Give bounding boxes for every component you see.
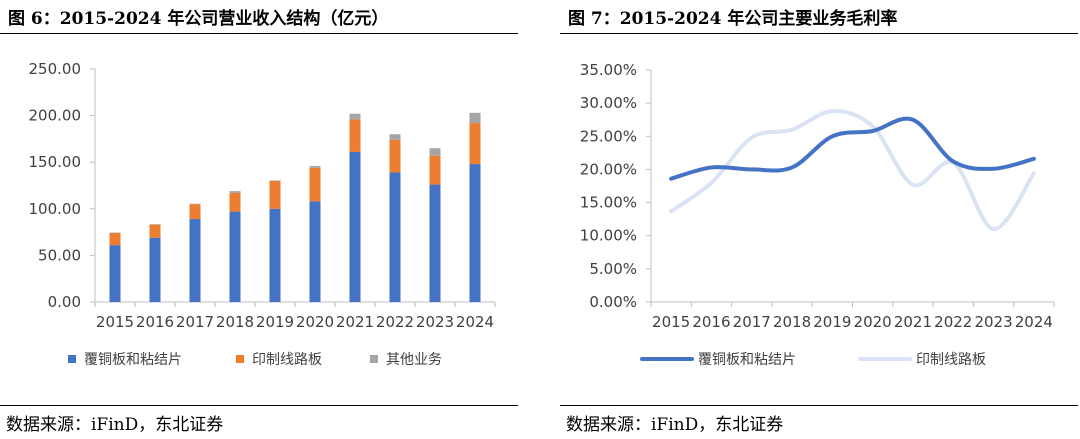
source-rule: [560, 405, 1078, 406]
figure-6-title: 图 6：2015-2024 年公司营业收入结构（亿元）: [8, 9, 389, 29]
x-tick-label: 2015: [96, 313, 134, 331]
x-tick-label: 2021: [336, 313, 374, 331]
y-tick-label: 15.00%: [580, 194, 637, 212]
bar-segment: [429, 148, 441, 156]
bar-segment: [389, 172, 401, 302]
y-tick-label: 250.00: [29, 60, 82, 78]
x-tick-label: 2021: [894, 313, 932, 331]
legend-swatch: [370, 355, 378, 363]
legend-label: 覆铜板和粘结片: [698, 352, 796, 368]
gross-margin-line-chart: 0.00% 5.00% 10.00% 15.00% 20.00% 25.00% 30.00%…: [580, 61, 1055, 368]
bar-segment: [309, 201, 321, 302]
bar-segment: [109, 245, 121, 302]
bar-segment: [269, 180, 281, 209]
x-tick-label: 2016: [692, 313, 730, 331]
x-tick-label: 2024: [1015, 313, 1053, 331]
gross-margin-panel: 图 7：2015-2024 年公司主要业务毛利率 0.00% 5.00% 10.00…: [560, 0, 1080, 439]
source-rule: [0, 405, 518, 406]
bar-segment: [469, 112, 481, 124]
x-tick-label: 2019: [256, 313, 294, 331]
bar-segment: [389, 139, 401, 173]
x-tick-label: 2018: [216, 313, 254, 331]
data-source-note: 数据来源：iFinD，东北证券: [6, 415, 224, 435]
bar-segment: [309, 167, 321, 202]
bar-segment: [229, 192, 241, 212]
x-tick-label: 2022: [934, 313, 972, 331]
y-tick-label: 20.00%: [580, 160, 637, 178]
y-tick-label: 0.00%: [589, 293, 637, 311]
bar-segment: [469, 164, 481, 302]
series-line: [669, 116, 1036, 181]
x-tick-label: 2016: [136, 313, 174, 331]
y-tick-label: 200.00: [29, 107, 82, 125]
x-tick-label: 2020: [854, 313, 892, 331]
y-tick-label: 5.00%: [589, 260, 637, 278]
bar-segment: [269, 208, 281, 302]
y-tick-label: 10.00%: [580, 227, 637, 245]
series-line: [669, 109, 1036, 232]
bar-segment: [229, 191, 241, 193]
bar-segment: [349, 113, 361, 120]
y-tick-label: 100.00: [29, 200, 82, 218]
x-tick-label: 2018: [773, 313, 811, 331]
data-source-note: 数据来源：iFinD，东北证券: [566, 415, 784, 435]
x-tick-label: 2019: [813, 313, 851, 331]
title-rule: [0, 33, 518, 34]
revenue-structure-panel: 图 6：2015-2024 年公司营业收入结构（亿元） 0.00 50.00 100…: [0, 0, 520, 439]
legend-swatch: [68, 355, 76, 363]
x-tick-label: 2020: [296, 313, 334, 331]
bar-segment: [149, 237, 161, 302]
y-tick-label: 150.00: [29, 153, 82, 171]
y-tick-label: 25.00%: [580, 127, 637, 145]
bar-segment: [349, 151, 361, 302]
y-tick-label: 30.00%: [580, 94, 637, 112]
legend-label: 印制线路板: [252, 352, 322, 368]
bar-segment: [109, 233, 121, 246]
bar-segment: [189, 219, 201, 302]
x-tick-label: 2023: [416, 313, 454, 331]
figure-7-title: 图 7：2015-2024 年公司主要业务毛利率: [568, 9, 898, 29]
legend-label: 印制线路板: [916, 352, 986, 368]
x-tick-label: 2022: [376, 313, 414, 331]
title-rule: [560, 33, 1078, 34]
bar-segment: [429, 155, 441, 185]
y-tick-label: 0.00: [48, 293, 81, 311]
x-tick-label: 2017: [176, 313, 214, 331]
y-tick-label: 35.00%: [580, 61, 637, 79]
bar-segment: [229, 211, 241, 302]
x-tick-label: 2024: [456, 313, 494, 331]
bar-segment: [309, 165, 321, 168]
bar-segment: [469, 123, 481, 165]
x-tick-label: 2017: [733, 313, 771, 331]
x-tick-label: 2023: [974, 313, 1012, 331]
bar-segment: [389, 134, 401, 140]
y-tick-label: 50.00: [38, 246, 81, 264]
bar-segment: [149, 224, 161, 238]
x-tick-label: 2015: [652, 313, 690, 331]
bar-segment: [349, 119, 361, 152]
legend-swatch: [236, 355, 244, 363]
bar-segment: [189, 204, 201, 220]
legend-label: 其他业务: [386, 352, 442, 368]
legend-label: 覆铜板和粘结片: [84, 352, 182, 368]
bar-segment: [429, 184, 441, 302]
